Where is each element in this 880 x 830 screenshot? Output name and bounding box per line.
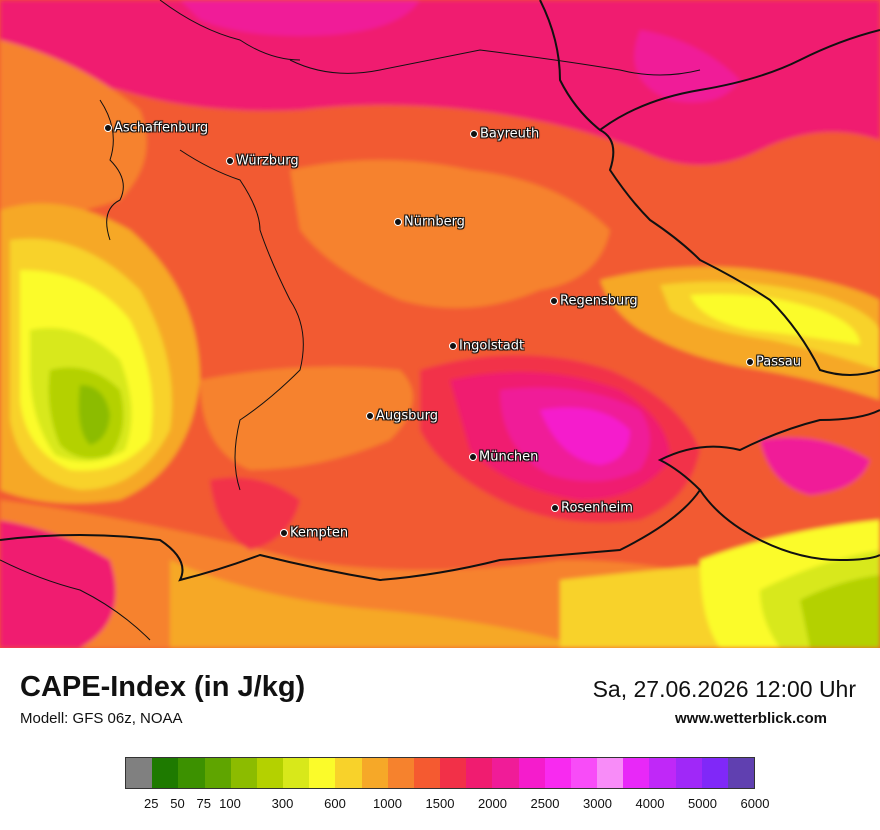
scale-tick-label: 2500 — [530, 796, 560, 811]
color-scale-swatch — [204, 758, 231, 788]
city-dot — [226, 156, 234, 165]
color-scale-swatch — [230, 758, 257, 788]
scale-tick-label: 5000 — [688, 796, 717, 811]
city-label: Ingolstadt — [459, 338, 525, 354]
city-dot — [366, 411, 374, 420]
city-label: Regensburg — [560, 293, 638, 309]
scale-tick-label: 2000 — [478, 796, 507, 811]
color-scale-swatch — [649, 758, 676, 788]
city-marker: Nürnberg — [394, 213, 465, 231]
scale-tick-label: 75 — [196, 796, 211, 811]
forecast-datetime: Sa, 27.06.2026 12:00 Uhr — [592, 676, 856, 702]
cape-field — [0, 0, 880, 648]
website-label: www.wetterblick.com — [675, 710, 827, 727]
city-dot — [469, 452, 477, 461]
color-scale-swatch — [361, 758, 388, 788]
city-marker: München — [469, 448, 538, 466]
model-info: Modell: GFS 06z, NOAA — [20, 710, 183, 727]
city-dot — [550, 296, 558, 305]
color-scale-swatch — [544, 758, 571, 788]
color-scale-ticks: 25 50 75 100 300 600 1000 1500 2000 2500 3000 4000 5… — [125, 796, 769, 814]
scale-tick-label: 25 — [144, 796, 159, 811]
city-dot — [746, 357, 754, 366]
city-label: Würzburg — [236, 153, 299, 169]
color-scale-swatch — [178, 758, 205, 788]
color-scale-swatch — [335, 758, 362, 788]
city-label: Kempten — [290, 525, 349, 541]
scale-tick-label: 50 — [170, 796, 185, 811]
city-marker: Bayreuth — [470, 125, 539, 143]
city-dot — [104, 123, 112, 132]
city-label: Bayreuth — [480, 126, 540, 142]
color-scale-swatch — [597, 758, 624, 788]
color-scale-swatch — [701, 758, 728, 788]
color-scale-swatch — [256, 758, 284, 788]
city-marker: Ingolstadt — [449, 337, 524, 355]
scale-tick-label: 3000 — [583, 796, 612, 811]
color-scale-swatch — [570, 758, 598, 788]
city-dot — [280, 528, 288, 537]
city-dot — [449, 341, 457, 350]
scale-tick-label: 300 — [271, 796, 294, 811]
color-scale-swatch — [126, 758, 153, 788]
cape-map: Aschaffenburg Würzburg Bayreuth Nürnberg Reg… — [0, 0, 880, 648]
city-label: Nürnberg — [404, 214, 465, 230]
city-marker: Aschaffenburg — [104, 119, 208, 137]
city-dot — [470, 129, 478, 138]
city-dot — [551, 503, 559, 512]
city-marker: Rosenheim — [551, 499, 633, 517]
map-title: CAPE-Index (in J/kg) — [20, 671, 306, 703]
city-marker: Regensburg — [550, 292, 638, 310]
scale-tick-label: 1500 — [425, 796, 455, 811]
color-scale-swatch — [466, 758, 493, 788]
city-label: München — [479, 449, 539, 465]
color-scale-swatch — [413, 758, 441, 788]
city-label: Augsburg — [376, 408, 439, 424]
color-scale-swatch — [675, 758, 702, 788]
color-scale-swatch — [518, 758, 545, 788]
city-marker: Passau — [746, 353, 801, 371]
color-scale — [125, 757, 755, 789]
color-scale-swatch — [283, 758, 310, 788]
scale-tick-label: 100 — [219, 796, 241, 811]
city-label: Rosenheim — [561, 500, 633, 516]
city-marker: Augsburg — [366, 407, 438, 425]
color-scale-swatch — [492, 758, 519, 788]
scale-tick-label: 4000 — [635, 796, 665, 811]
color-scale-swatch — [623, 758, 650, 788]
scale-tick-label: 600 — [324, 796, 346, 811]
color-scale-swatch — [727, 758, 755, 788]
city-label: Aschaffenburg — [114, 120, 209, 136]
color-scale-swatch — [440, 758, 467, 788]
city-marker: Würzburg — [226, 152, 299, 170]
city-marker: Kempten — [280, 524, 348, 542]
scale-tick-label: 6000 — [740, 796, 770, 811]
color-scale-swatch — [387, 758, 414, 788]
scale-tick-label: 1000 — [373, 796, 402, 811]
color-scale-swatch — [152, 758, 179, 788]
city-label: Passau — [756, 354, 801, 370]
city-dot — [394, 217, 402, 226]
color-scale-swatch — [309, 758, 336, 788]
